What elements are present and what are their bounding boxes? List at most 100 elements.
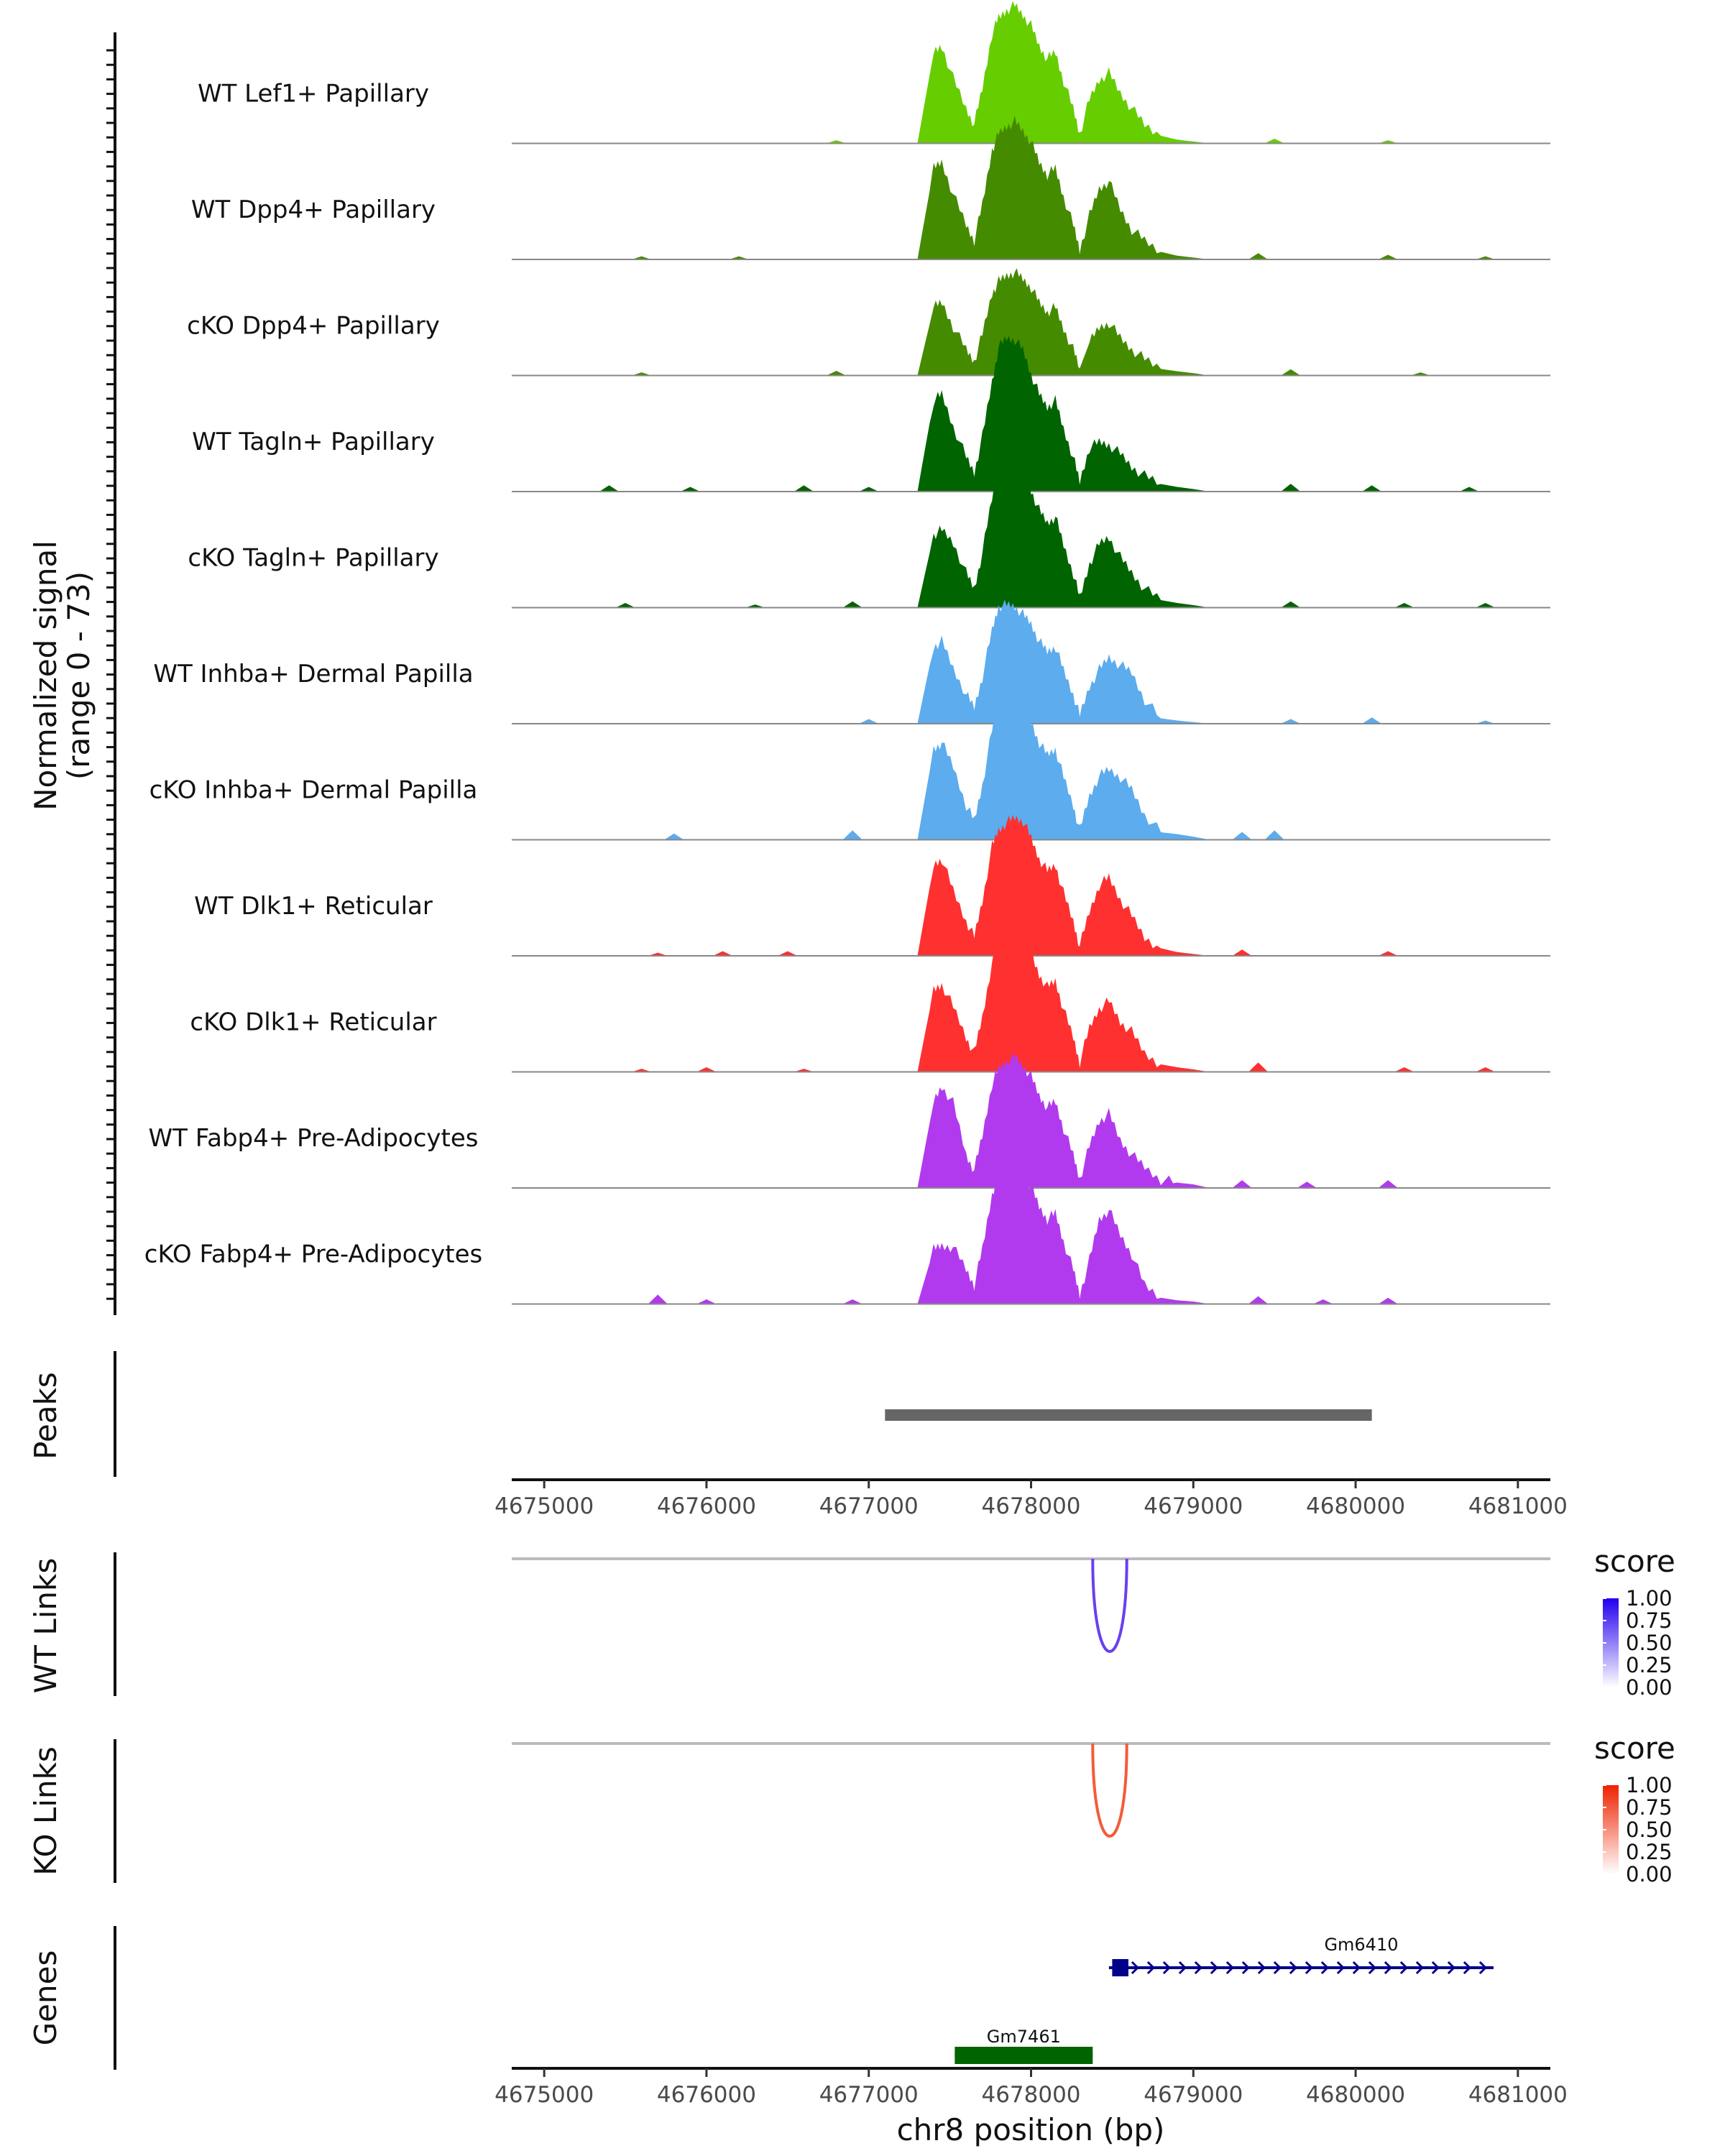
gene-strand-arrow [1194,1961,1203,1975]
gene-name: Gm7461 [987,2027,1061,2047]
x-axis-tick-label: 4675000 [494,1493,594,1519]
x-axis-tick-label: 4678000 [981,2082,1080,2108]
gene-strand-arrow [1273,1961,1282,1975]
x-axis-tick-label: 4679000 [1144,2082,1243,2108]
x-axis-tick-label: 4680000 [1306,2082,1405,2108]
legend-tick-label: 0.50 [1626,1631,1673,1655]
coverage-area [512,814,1550,956]
score-legends: score1.000.750.500.250.00score1.000.750.… [1594,1544,1675,1886]
legend-tick-label: 0.25 [1626,1653,1673,1677]
gene-strand-arrow [1352,1961,1361,1975]
coverage-track-label: cKO Dpp4+ Papillary [187,312,440,341]
gene-strand-arrow [1399,1961,1409,1975]
gene-strand-arrow [1447,1961,1456,1975]
gene-strand-arrow [1241,1961,1251,1975]
legend-tick-label: 0.75 [1626,1795,1673,1820]
x-axis-tick-label: 4678000 [981,1493,1080,1519]
coverage-y-title-line1: Normalized signal [28,540,63,811]
coverage-track-label: WT Dlk1+ Reticular [194,892,433,921]
x-axis-tick-label: 4676000 [657,1493,756,1519]
gene-strand-arrow [1178,1961,1187,1975]
legend-colorbar [1603,1598,1619,1687]
coverage-track-label: cKO Dlk1+ Reticular [190,1008,436,1037]
legend-tick-label: 0.75 [1626,1608,1673,1633]
coverage-track-label: WT Inhba+ Dermal Papilla [153,660,473,688]
coverage-track-label: WT Lef1+ Papillary [198,80,429,109]
coverage-y-title-line2: (range 0 - 73) [61,571,96,780]
x-axis-tick-label: 4675000 [494,2082,594,2108]
x-axis-tick-label: 4680000 [1306,1493,1405,1519]
legend-tick-label: 1.00 [1626,1586,1673,1611]
gene-strand-arrow [1336,1961,1346,1975]
wt-links-track: WT Links [28,1552,1550,1696]
coverage-area [512,116,1550,259]
coverage-area [512,1,1550,144]
legend-tick-label: 0.00 [1626,1862,1673,1886]
wt-links-track-label: WT Links [28,1558,63,1693]
gene-strand-arrow [1415,1961,1425,1975]
x-axis-peaks: 4675000 4676000 4677000 4678000 4679000 46800… [494,1478,1568,1519]
coverage-track-label: WT Tagln+ Papillary [192,428,435,456]
gene-strand-arrow [1289,1961,1298,1975]
genes-track: Genes Gm6410 Gm7461 [28,1926,1494,2070]
legend-tick-label: 0.25 [1626,1840,1673,1864]
gene-exon [954,2047,1093,2064]
coverage-area [512,681,1550,840]
legend-tick-label: 0.00 [1626,1675,1673,1700]
gene-strand-arrow [1305,1961,1314,1975]
coverage-area [512,1052,1550,1188]
score-legend: score 1.000.750.500.250.00 [1594,1731,1675,1886]
gene-exon [1112,1959,1128,1976]
legend-tick-label: 0.50 [1626,1818,1673,1842]
x-axis-tick-label: 4681000 [1468,1493,1568,1519]
coverage-track: WT Lef1+ Papillary [198,1,1550,144]
x-axis-tick-label: 4681000 [1468,2082,1568,2108]
coverage-area [512,1160,1550,1304]
legend-colorbar [1603,1785,1619,1874]
gene-model: Gm7461 [954,2027,1093,2064]
score-legend: score 1.000.750.500.250.00 [1594,1544,1675,1700]
gene-strand-arrow [1131,1961,1140,1975]
gene-strand-arrow [1210,1961,1219,1975]
coverage-track: WT Fabp4+ Pre-Adipocytes [149,1052,1550,1189]
coverage-area [512,929,1550,1072]
gene-strand-arrow [1463,1961,1472,1975]
link-arc [1091,1558,1128,1653]
x-axis-tick-label: 4676000 [657,2082,756,2108]
coverage-track: WT Dpp4+ Papillary [191,116,1550,260]
coverage-area [512,336,1550,492]
coverage-track: cKO Dpp4+ Papillary [187,268,1550,377]
legend-tick-label: 1.00 [1626,1773,1673,1797]
ko-links-track: KO Links [28,1739,1550,1883]
coverage-track-label: WT Dpp4+ Papillary [191,195,436,224]
coverage-track: WT Tagln+ Papillary [192,336,1550,492]
coverage-track-label: cKO Inhba+ Dermal Papilla [150,776,478,805]
gene-strand-arrow [1225,1961,1235,1975]
coverage-track: WT Inhba+ Dermal Papilla [153,599,1550,724]
coverage-track: WT Dlk1+ Reticular [194,814,1550,957]
gene-strand-arrow [1431,1961,1440,1975]
coverage-area [512,268,1550,376]
peak-bar [885,1409,1372,1421]
coverage-area [512,454,1550,608]
legend-title: score [1594,1544,1675,1579]
x-axis-title: chr8 position (bp) [897,2112,1165,2147]
x-axis-tick-label: 4677000 [819,2082,919,2108]
gene-name: Gm6410 [1324,1935,1398,1955]
gene-model: Gm6410 [1108,1935,1494,1976]
coverage-track: cKO Dlk1+ Reticular [190,929,1550,1073]
legend-title: score [1594,1731,1675,1766]
gene-strand-arrow [1368,1961,1377,1975]
gene-strand-arrow [1257,1961,1266,1975]
gene-strand-arrow [1384,1961,1393,1975]
link-arc [1091,1743,1128,1838]
coverage-track-label: cKO Fabp4+ Pre-Adipocytes [144,1240,483,1269]
gene-strand-arrow [1146,1961,1156,1975]
coverage-track: cKO Fabp4+ Pre-Adipocytes [144,1160,1550,1305]
coverage-tracks: WT Lef1+ Papillary WT Dpp4+ Papillary cKO … [144,1,1550,1305]
gene-strand-arrow [1478,1961,1488,1975]
x-axis-tick-label: 4677000 [819,1493,919,1519]
coverage-track-label: WT Fabp4+ Pre-Adipocytes [149,1124,479,1153]
coverage-track-label: cKO Tagln+ Papillary [188,544,438,573]
coverage-track: cKO Inhba+ Dermal Papilla [150,681,1550,841]
